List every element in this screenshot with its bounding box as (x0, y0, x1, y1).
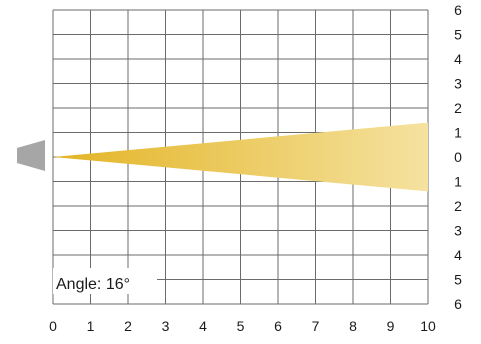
y-tick-label: 2 (454, 198, 462, 214)
x-tick-label: 6 (274, 318, 282, 334)
x-tick-label: 5 (237, 318, 245, 334)
x-tick-label: 7 (312, 318, 320, 334)
x-axis-ticks: 0 1 2 3 4 5 6 7 8 9 10 (49, 318, 436, 334)
y-tick-label: 2 (454, 100, 462, 116)
y-tick-label: 3 (454, 76, 462, 92)
x-tick-label: 8 (349, 318, 357, 334)
x-tick-label: 10 (420, 318, 436, 334)
y-tick-label: 5 (454, 272, 462, 288)
y-tick-label: 3 (454, 223, 462, 239)
angle-label: Angle: 16° (56, 276, 130, 293)
y-tick-label: 5 (454, 27, 462, 43)
y-tick-label: 0 (454, 149, 462, 165)
angle-label-box: Angle: 16° (53, 268, 157, 294)
x-tick-label: 4 (199, 318, 207, 334)
y-tick-label: 1 (454, 174, 462, 190)
y-tick-label: 4 (454, 247, 462, 263)
x-tick-label: 0 (49, 318, 57, 334)
y-tick-label: 6 (454, 2, 462, 18)
x-tick-label: 3 (162, 318, 170, 334)
light-beam (53, 122, 428, 192)
y-tick-label: 4 (454, 51, 462, 67)
x-tick-label: 1 (87, 318, 95, 334)
light-source-icon (17, 140, 45, 171)
y-tick-label: 1 (454, 125, 462, 141)
y-axis-ticks: 6 5 4 3 2 1 0 1 2 3 4 5 6 (454, 2, 462, 312)
x-tick-label: 2 (124, 318, 132, 334)
x-tick-label: 9 (387, 318, 395, 334)
y-tick-label: 6 (454, 296, 462, 312)
